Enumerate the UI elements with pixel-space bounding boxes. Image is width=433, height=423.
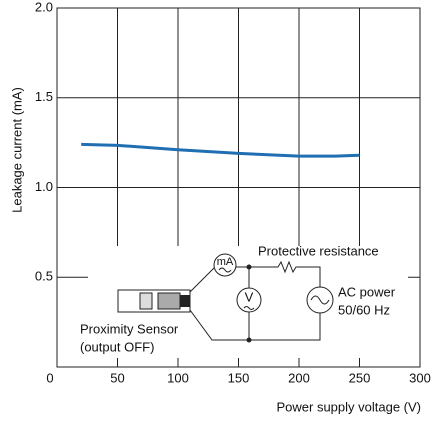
x-tick-label: 300: [409, 370, 431, 385]
x-tick-label: 100: [167, 370, 189, 385]
meter-label: mA: [217, 256, 234, 268]
x-tick-label: 200: [288, 370, 310, 385]
voltmeter: [236, 287, 262, 313]
sensor-part: [180, 295, 190, 307]
y-tick-label: 2.0: [35, 0, 53, 14]
x-axis-label: Power supply voltage (V): [276, 399, 421, 414]
meter-label: V: [245, 289, 254, 304]
x-tick-label: 50: [110, 370, 124, 385]
plot: [81, 142, 360, 158]
node: [246, 264, 252, 270]
x-tick-label: 250: [349, 370, 371, 385]
meter-symbol: [218, 267, 255, 310]
sensor-part: [157, 292, 181, 310]
circuit-diagram: mA V Protective resistance AC power 50/6…: [80, 243, 408, 358]
y-tick-label: 0.5: [35, 269, 53, 284]
sensor-part: [139, 292, 153, 310]
y-tick-label: 1.0: [35, 179, 53, 194]
node: [246, 337, 252, 343]
x-tick-label: 150: [228, 370, 250, 385]
x-tick-label: 0: [46, 370, 53, 385]
line: [81, 142, 360, 158]
annotation: Protective resistance: [258, 243, 379, 258]
annotation: (output OFF): [80, 339, 154, 354]
annotation: Proximity Sensor: [80, 321, 179, 336]
plot-frame: [56, 7, 421, 368]
y-axis-label: Leakage current (mA): [9, 87, 24, 213]
annotation: AC power: [338, 284, 396, 299]
y-tick-label: 1.5: [35, 89, 53, 104]
annotation: 50/60 Hz: [338, 302, 390, 317]
wire: [189, 309, 321, 341]
ac-symbol: [310, 295, 330, 305]
wire: [189, 267, 215, 293]
wire: [236, 260, 321, 287]
